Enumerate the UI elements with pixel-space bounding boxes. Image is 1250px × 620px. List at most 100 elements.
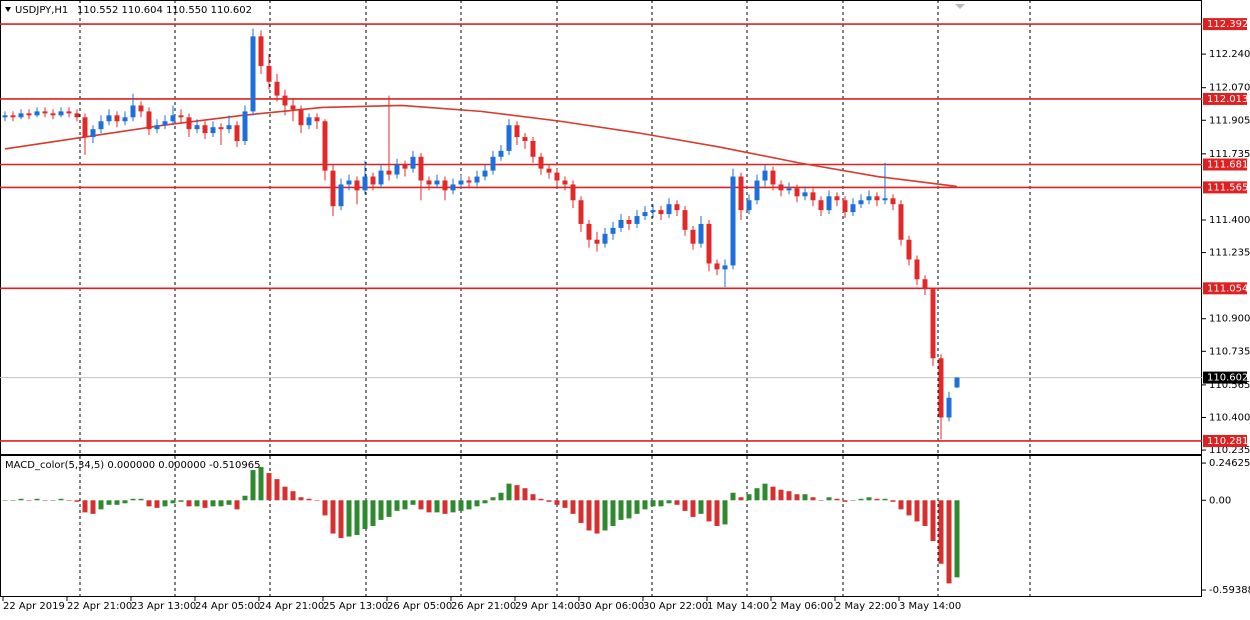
macd-bar: [138, 498, 144, 501]
macd-title: MACD_color(5,34,5) 0.000000 0.000000 -0.…: [5, 460, 261, 471]
macd-bar: [426, 500, 432, 513]
y-tick-label: 110.565: [1209, 380, 1250, 391]
macd-bar: [290, 491, 296, 501]
macd-bar: [554, 500, 560, 505]
level-label: 112.392: [1207, 19, 1248, 30]
x-tick-label: 24 Apr 21:00: [259, 601, 324, 612]
candle-body: [642, 212, 648, 217]
macd-bar: [842, 500, 848, 502]
macd-frame: [0, 455, 1202, 597]
macd-bar: [626, 500, 632, 519]
candle-body: [202, 125, 208, 134]
candle-body: [282, 95, 288, 106]
macd-bar: [530, 494, 536, 501]
macd-bar: [322, 500, 328, 516]
candle-body: [58, 111, 64, 116]
macd-bar: [114, 500, 120, 505]
candle-body: [18, 113, 24, 118]
candle-body: [490, 156, 496, 171]
candle-body: [570, 184, 576, 201]
main-frame: [0, 0, 1202, 455]
ohlc-text: 110.552 110.604 110.550 110.602: [77, 5, 252, 16]
x-tick-label: 2 May 22:00: [835, 601, 897, 612]
candle-body: [866, 196, 872, 201]
macd-bar: [154, 500, 160, 508]
candle-body: [482, 170, 488, 177]
candle-body: [434, 180, 440, 185]
macd-bar: [234, 500, 240, 510]
y-tick-label: 111.400: [1209, 215, 1250, 226]
macd-bar: [474, 500, 480, 507]
candle-body: [674, 204, 680, 211]
candle-body: [66, 111, 72, 114]
candle-body: [354, 180, 360, 191]
macd-bar: [66, 500, 72, 501]
macd-bar: [858, 498, 864, 501]
candle-body: [626, 219, 632, 224]
macd-bar: [650, 500, 656, 507]
candle-body: [746, 200, 752, 211]
y-tick-label: 111.235: [1209, 248, 1250, 259]
macd-bar: [562, 500, 568, 508]
candle-body: [394, 164, 400, 175]
level-label: 112.013: [1207, 94, 1248, 105]
level-label-box: [1203, 18, 1247, 31]
candle-body: [682, 210, 688, 230]
candle-body: [826, 196, 832, 211]
macd-bar: [186, 500, 192, 507]
x-tick-label: 1 May 14:00: [707, 601, 769, 612]
macd-bar: [130, 498, 136, 501]
macd-bar: [178, 500, 184, 502]
candle-body: [466, 180, 472, 183]
macd-bar: [498, 492, 504, 501]
y-tick-label: 110.900: [1209, 314, 1250, 325]
macd-bar: [146, 500, 152, 507]
candle-body: [834, 196, 840, 201]
level-label-box: [1203, 282, 1247, 295]
macd-bar: [434, 500, 440, 513]
macd-bar: [538, 498, 544, 501]
candle-body: [842, 200, 848, 213]
x-tick-label: 26 Apr 05:00: [387, 601, 452, 612]
macd-bar: [602, 500, 608, 531]
macd-bar: [282, 486, 288, 501]
macd-bar: [466, 500, 472, 510]
candle-body: [770, 170, 776, 185]
candle-body: [338, 184, 344, 207]
candle-body: [538, 156, 544, 169]
macd-bar: [458, 500, 464, 511]
macd-bar: [826, 497, 832, 501]
macd-bar: [850, 500, 856, 501]
candle-body: [594, 239, 600, 244]
x-tick-label: 3 May 14:00: [899, 601, 961, 612]
candle-body: [690, 229, 696, 244]
x-tick-label: 2 May 06:00: [771, 601, 833, 612]
candle-body: [650, 210, 656, 213]
macd-bar: [386, 500, 392, 517]
macd-bar: [274, 479, 280, 501]
macd-bar: [938, 500, 944, 564]
candle-body: [274, 81, 280, 96]
macd-bar: [698, 500, 704, 514]
candle-body: [818, 200, 824, 211]
macd-bar: [930, 500, 936, 542]
candle-body: [42, 111, 48, 114]
candle-body: [722, 265, 728, 270]
candle-body: [618, 219, 624, 228]
macd-bar: [370, 500, 376, 526]
candle-body: [130, 105, 136, 118]
candle-body: [266, 65, 272, 82]
shift-marker: [955, 4, 965, 9]
candle-body: [314, 117, 320, 122]
macd-bar: [202, 500, 208, 508]
candle-body: [442, 180, 448, 191]
candle-body: [458, 180, 464, 185]
candle-body: [210, 127, 216, 134]
x-tick-label: 25 Apr 13:00: [323, 601, 388, 612]
candle-body: [930, 289, 936, 359]
candle-body: [922, 279, 928, 290]
y-tick-label: 110.400: [1209, 412, 1250, 423]
x-tick-label: 30 Apr 06:00: [579, 601, 644, 612]
x-tick-label: 22 Apr 21:00: [67, 601, 132, 612]
macd-bar: [890, 500, 896, 502]
